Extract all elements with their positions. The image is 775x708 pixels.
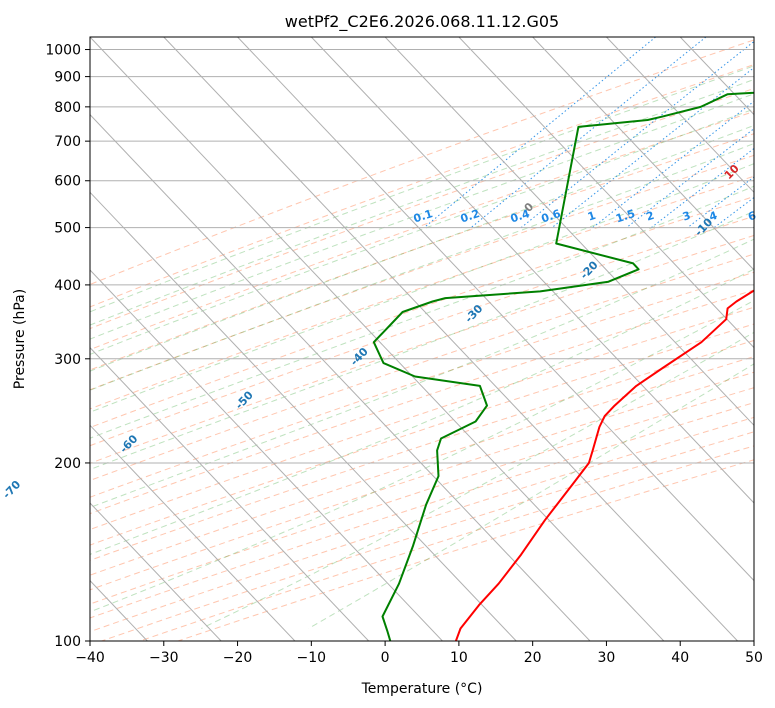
moist-adiabat [201,331,754,629]
mixing-ratio-line [423,37,656,228]
isotherm-line [90,191,517,641]
x-tick-label: −10 [297,650,327,666]
moist-adiabat [90,210,754,470]
grid-lines [90,37,754,641]
axis-ticks: −40 −30 −20 −10 0 10 20 30 40 50 1000 900 800 700 600 5… [45,43,763,666]
isotherm-line [163,37,738,641]
isotherm-line [606,37,754,194]
isotherm-line [90,502,222,641]
x-tick-label: 20 [524,650,542,666]
x-axis-label: Temperature (°C) [361,681,483,697]
isotherm-line [310,37,754,504]
mixing-ratio-label: 0.4 [509,207,532,225]
y-tick-label: 900 [54,70,81,86]
dry-adiabat [90,110,754,351]
dry-adiabat [90,387,754,605]
moist-adiabat [90,142,754,391]
dry-adiabat [90,253,754,482]
x-tick-label: 30 [598,650,616,666]
y-axis-label: Pressure (hPa) [12,289,28,389]
mixing-ratio-label: 0.1 [412,207,435,225]
moist-adiabat [90,65,754,313]
plot-frame [89,36,755,642]
moist-adiabat [90,79,754,326]
mixing-ratio-label: 3 [681,209,692,224]
x-tick-label: 50 [745,650,763,666]
y-tick-label: 300 [54,352,81,368]
background-lines [90,37,754,641]
y-tick-label: 800 [54,100,81,116]
y-tick-label: 100 [54,634,81,650]
mixing-ratio-label: 0.6 [540,207,563,225]
y-tick-label: 1000 [45,43,81,59]
isotherm-line [384,37,754,427]
mixing-ratio-label: 2 [645,209,656,224]
x-tick-label: −30 [149,650,179,666]
y-tick-label: 700 [54,134,81,150]
dry-adiabat [90,196,754,429]
mixing-ratio-line [687,176,754,228]
chart-title: wetPf2_C2E6.2026.068.11.12.G05 [285,12,559,32]
isotherm-line [237,37,754,582]
isotherm-line [90,346,370,641]
x-tick-label: −20 [223,650,253,666]
temperature-line [454,289,754,641]
mixing-ratio-label: 1.5 [614,207,637,225]
x-tick-label: −40 [75,650,105,666]
mixing-ratio-label: 1 [586,209,597,224]
moist-adiabat [90,163,754,413]
moist-adiabat [90,299,754,613]
mixing-ratio-label: 4 [708,209,720,224]
dry-adiabat [90,339,754,561]
dewpoint-line [372,91,754,641]
y-tick-label: 600 [54,174,81,190]
x-tick-label: 40 [671,650,689,666]
y-tick-label: 500 [54,221,81,237]
mixing-ratio-line [470,37,707,228]
x-tick-label: 10 [450,650,468,666]
mixing-ratio-label: 6 [746,209,758,224]
mixing-ratio-line [520,40,754,228]
y-tick-label: 400 [54,278,81,294]
dry-adiabat [90,289,754,515]
series-lines [372,91,754,641]
isotherm-line [90,269,443,641]
mixing-ratio-label: 0.2 [459,207,482,225]
isotherm-line [90,424,296,641]
dry-adiabat [90,306,754,531]
dry-adiabat [90,64,754,308]
x-tick-label: 0 [381,650,390,666]
moist-adiabat [308,363,754,629]
isotherm-line [532,37,754,271]
y-tick-label: 200 [54,456,81,472]
dry-adiabat [90,39,754,285]
dry-adiabat [90,356,754,576]
isotherm-line [90,113,591,641]
dry-adiabat [90,87,754,330]
moist-adiabat [90,185,754,439]
isotherm-line [458,37,754,349]
